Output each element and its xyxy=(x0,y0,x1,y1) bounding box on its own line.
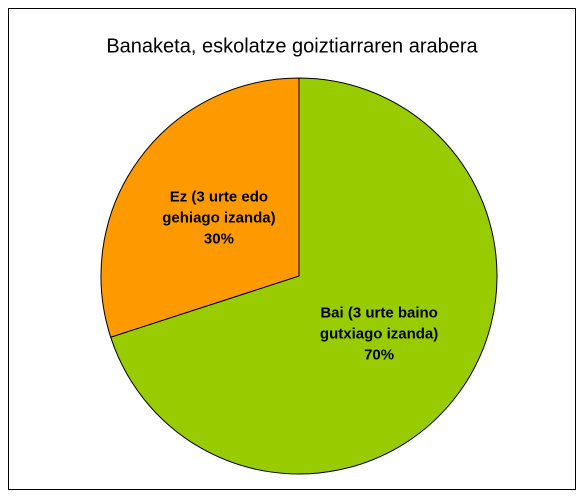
slice-label: Ez (3 urte edo gehiago izanda) 30% xyxy=(144,186,294,249)
slice-category: Ez (3 urte edo gehiago izanda) xyxy=(162,188,276,227)
chart-title: Banaketa, eskolatze goiztiarraren araber… xyxy=(106,35,478,57)
slice-value-label: 30% xyxy=(203,230,234,248)
slice-value-label: 70% xyxy=(364,346,395,364)
slice-label: Bai (3 urte baino gutxiago izanda) 70% xyxy=(304,303,454,366)
pie-slice xyxy=(110,77,498,475)
pie-slice xyxy=(100,77,300,338)
slice-category: Bai (3 urte baino gutxiago izanda) xyxy=(319,304,439,343)
